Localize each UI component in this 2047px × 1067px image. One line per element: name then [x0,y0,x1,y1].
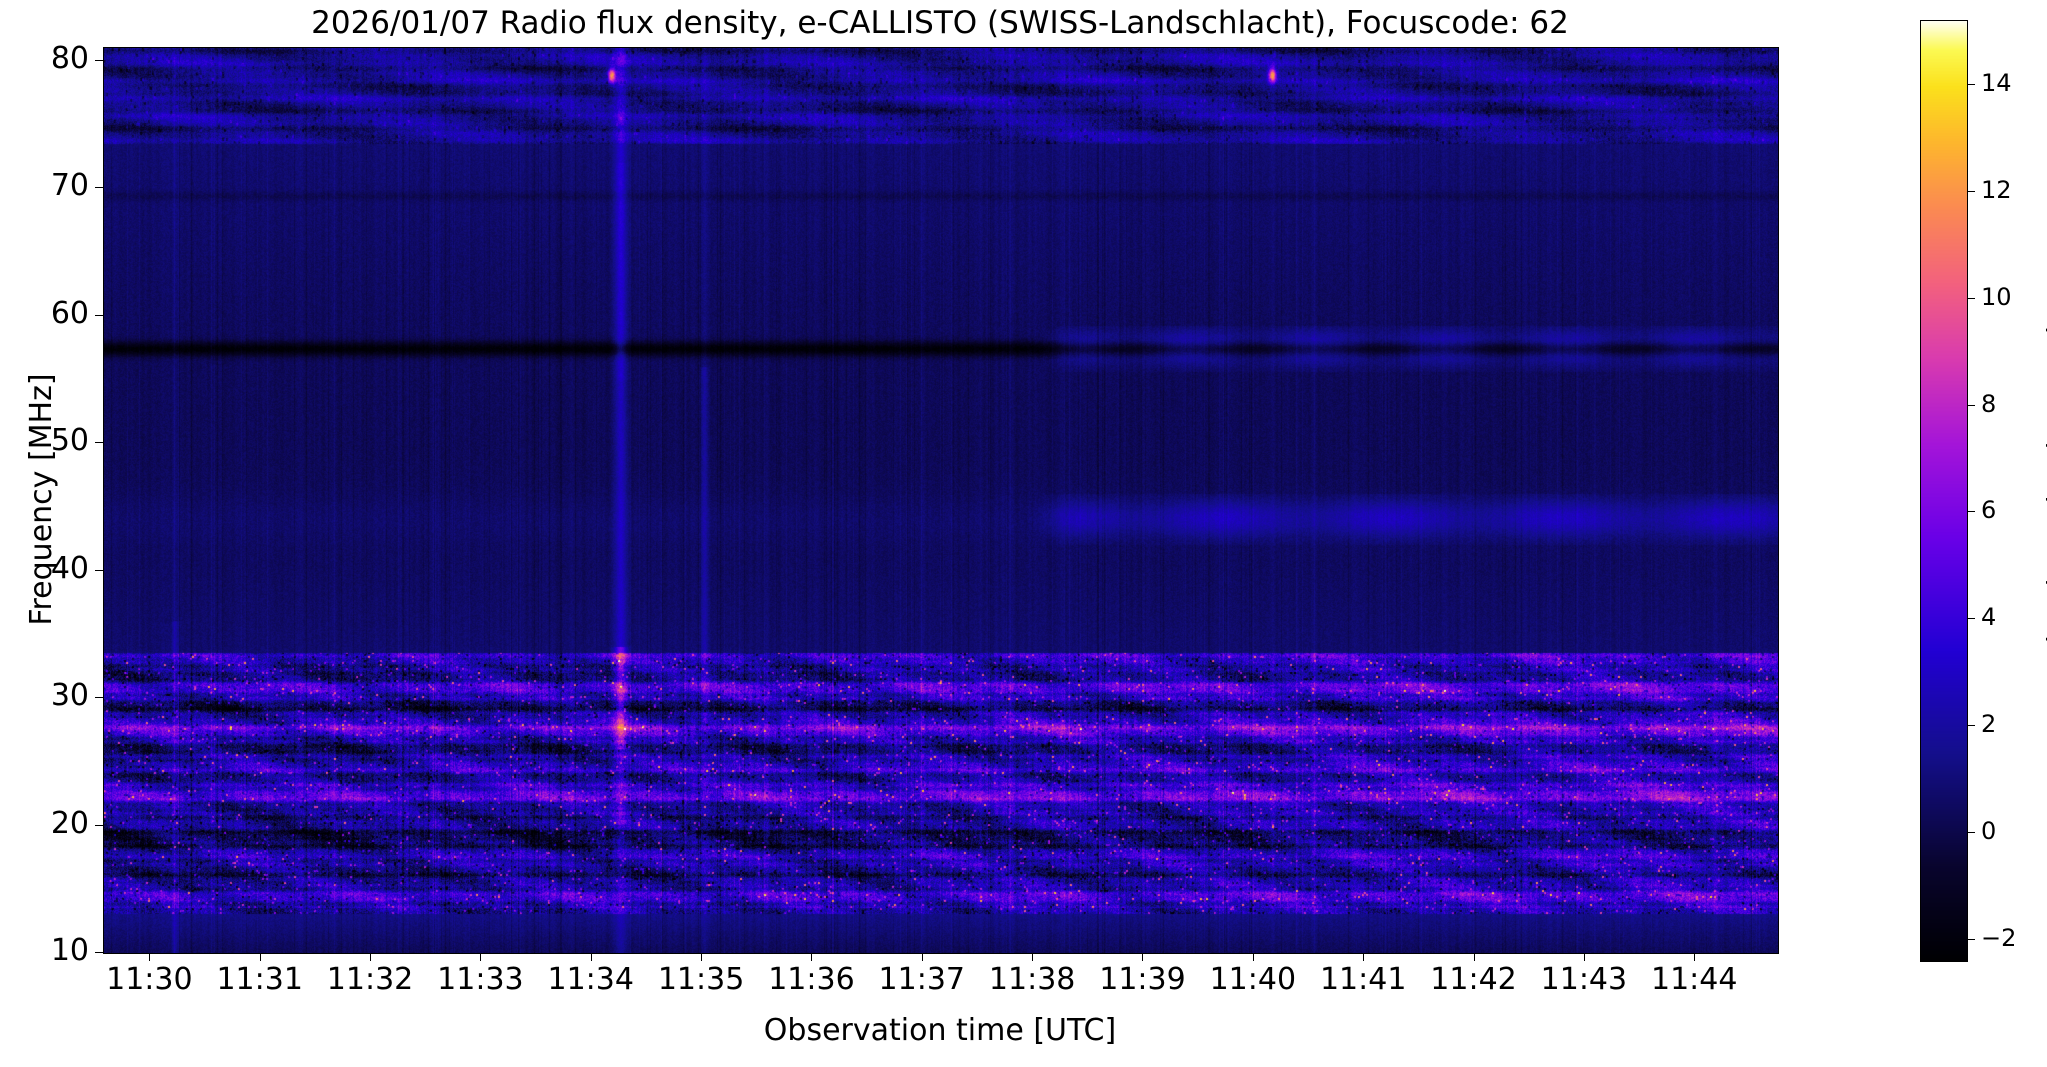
x-tick-mark [1694,953,1695,961]
x-tick-label: 11:42 [1430,962,1517,997]
x-tick-mark [591,953,592,961]
colorbar-tick-mark [1968,618,1975,619]
x-tick-label: 11:41 [1319,962,1407,997]
y-tick-mark [95,570,103,571]
colorbar [1920,20,1968,962]
colorbar-tick-mark [1968,939,1975,940]
x-tick-label: 11:35 [657,962,745,997]
y-tick-label: 70 [50,168,89,204]
colorbar-tick-mark [1968,191,1975,192]
x-tick-mark [370,953,371,961]
x-tick-label: 11:43 [1540,962,1628,997]
x-tick-label: 11:32 [326,962,414,997]
y-tick-label: 20 [50,805,89,841]
x-tick-label: 11:33 [437,962,524,997]
colorbar-tick-mark [1968,405,1975,406]
colorbar-tick-label: 8 [1981,389,1997,418]
y-tick-label: 60 [50,295,89,331]
colorbar-tick-label: 12 [1981,175,2012,204]
spectrogram-axes [103,47,1779,954]
x-tick-label: 11:38 [988,962,1076,997]
colorbar-tick-label: 10 [1981,282,2012,311]
y-tick-mark [95,315,103,316]
x-tick-label: 11:31 [216,962,303,997]
x-tick-label: 11:40 [1209,962,1297,997]
colorbar-tick-label: 6 [1981,496,1997,525]
x-tick-mark [1584,953,1585,961]
colorbar-tick-mark [1968,832,1975,833]
y-tick-label: 40 [50,550,89,586]
x-tick-label: 11:44 [1651,962,1738,997]
y-tick-label: 50 [50,423,89,459]
x-tick-label: 11:37 [878,962,966,997]
x-tick-mark [1032,953,1033,961]
colorbar-label: dB above background [2042,325,2047,655]
x-axis-label: Observation time [UTC] [763,1013,1117,1048]
colorbar-tick-mark [1968,725,1975,726]
x-tick-mark [1474,953,1475,961]
x-tick-mark [811,953,812,961]
x-tick-label: 11:30 [106,962,193,997]
colorbar-tick-mark [1968,298,1975,299]
x-tick-mark [480,953,481,961]
y-tick-label: 30 [50,678,89,714]
y-tick-mark [95,187,103,188]
colorbar-gradient [1921,21,1967,961]
x-tick-label: 11:34 [547,962,634,997]
colorbar-tick-mark [1968,511,1975,512]
x-tick-mark [922,953,923,961]
y-tick-mark [95,825,103,826]
x-tick-mark [260,953,261,961]
x-tick-mark [149,953,150,961]
x-tick-mark [1253,953,1254,961]
y-tick-mark [95,697,103,698]
colorbar-tick-mark [1968,84,1975,85]
x-tick-label: 11:36 [768,962,855,997]
colorbar-tick-label: 0 [1981,816,1997,845]
x-tick-label: 11:39 [1099,962,1186,997]
page-title: 2026/01/07 Radio flux density, e-CALLIST… [311,5,1569,41]
colorbar-tick-label: −2 [1981,923,2017,952]
colorbar-tick-label: 2 [1981,710,1997,738]
x-tick-mark [1363,953,1364,961]
y-tick-mark [95,952,103,953]
x-tick-mark [701,953,702,961]
x-tick-mark [1142,953,1143,961]
colorbar-tick-label: 14 [1981,69,2012,98]
colorbar-tick-label: 4 [1981,603,1997,632]
y-tick-mark [95,442,103,443]
spectrogram-image [104,48,1778,953]
y-tick-label: 10 [50,933,89,968]
y-tick-mark [95,60,103,61]
y-tick-label: 80 [50,40,89,76]
